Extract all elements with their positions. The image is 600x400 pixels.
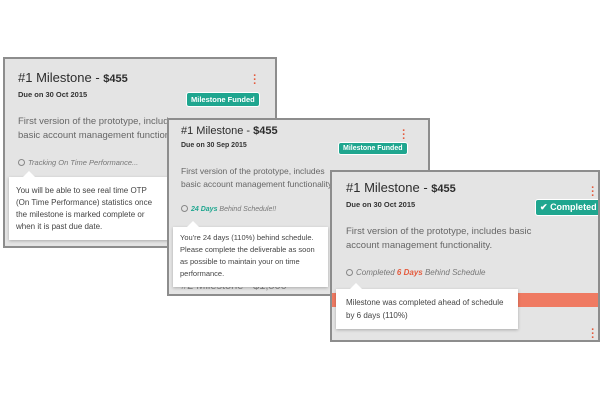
milestone-amount: $455 bbox=[253, 125, 278, 137]
milestone-amount: $455 bbox=[103, 73, 128, 85]
milestone-title: #1 Milestone - $455 bbox=[181, 125, 278, 137]
milestone-description: First version of the prototype, includes… bbox=[346, 226, 532, 251]
status-badge: ✔ Completed bbox=[535, 199, 598, 216]
due-date: Due on 30 Oct 2015 bbox=[18, 90, 88, 99]
milestone-title-text: #1 Milestone - bbox=[346, 180, 432, 195]
status-badge-label: Completed bbox=[550, 202, 597, 212]
otp-tooltip: Milestone was completed ahead of schedul… bbox=[336, 283, 518, 329]
kebab-menu-icon[interactable]: · · · bbox=[591, 324, 595, 342]
otp-status-text: Tracking On Time Performance... bbox=[28, 158, 139, 167]
otp-status-text: Behind Schedule bbox=[422, 268, 486, 277]
kebab-menu-icon[interactable]: · · · bbox=[402, 125, 406, 145]
clock-icon bbox=[346, 269, 353, 276]
otp-status: Tracking On Time Performance... bbox=[18, 158, 138, 167]
milestone-title-text: #1 Milestone - bbox=[18, 70, 104, 85]
status-badge: Milestone Funded bbox=[338, 142, 408, 155]
milestone-title: #1 Milestone - $455 bbox=[18, 70, 128, 85]
kebab-menu-icon[interactable]: · · · bbox=[253, 70, 257, 90]
milestone-amount: $455 bbox=[431, 183, 456, 195]
otp-days-highlight: 24 Days bbox=[191, 206, 218, 213]
status-badge: Milestone Funded bbox=[186, 92, 260, 107]
otp-days-highlight: 6 Days bbox=[396, 268, 423, 277]
milestone-title: #1 Milestone - $455 bbox=[346, 180, 456, 195]
clock-icon bbox=[18, 159, 25, 166]
due-date: Due on 30 Sep 2015 bbox=[181, 142, 247, 149]
clock-icon bbox=[181, 205, 188, 212]
milestone-description: First version of the prototype, includes… bbox=[181, 166, 334, 189]
kebab-menu-icon[interactable]: · · · bbox=[591, 182, 595, 202]
check-icon: ✔ bbox=[540, 202, 548, 212]
otp-status-prefix: Completed bbox=[356, 268, 397, 277]
otp-status: Completed 6 Days Behind Schedule bbox=[346, 268, 485, 277]
otp-status-text: Behind Schedule!! bbox=[217, 206, 277, 213]
milestone-description: First version of the prototype, includes… bbox=[18, 116, 189, 141]
otp-tooltip: You're 24 days (110%) behind schedule. P… bbox=[173, 221, 328, 287]
milestone-title-text: #1 Milestone - bbox=[181, 125, 254, 137]
due-date: Due on 30 Oct 2015 bbox=[346, 200, 416, 209]
otp-tooltip: You will be able to see real time OTP (O… bbox=[9, 171, 169, 240]
otp-status: 24 Days Behind Schedule!! bbox=[181, 205, 276, 213]
